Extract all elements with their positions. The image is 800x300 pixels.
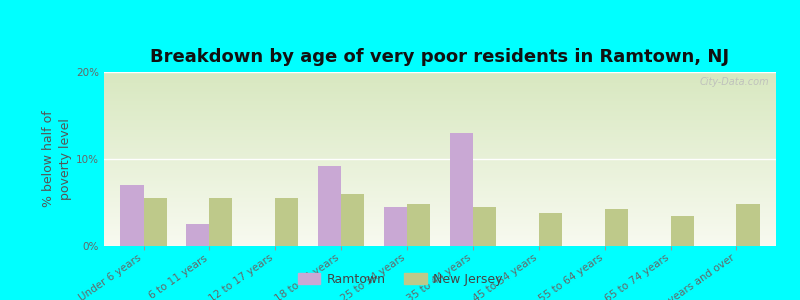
Bar: [341, 194, 364, 246]
Bar: [210, 198, 233, 246]
Bar: [143, 198, 166, 246]
Text: City-Data.com: City-Data.com: [700, 77, 770, 87]
Bar: [737, 204, 759, 246]
Bar: [384, 207, 407, 246]
Bar: [670, 215, 694, 246]
Bar: [407, 204, 430, 246]
Bar: [318, 166, 341, 246]
Bar: [473, 207, 496, 246]
Y-axis label: % below half of
poverty level: % below half of poverty level: [42, 111, 72, 207]
Bar: [450, 133, 473, 246]
Bar: [121, 185, 143, 246]
Legend: Ramtown, New Jersey: Ramtown, New Jersey: [293, 268, 507, 291]
Bar: [539, 213, 562, 246]
Bar: [186, 224, 210, 246]
Bar: [605, 209, 628, 246]
Title: Breakdown by age of very poor residents in Ramtown, NJ: Breakdown by age of very poor residents …: [150, 48, 730, 66]
Bar: [275, 198, 298, 246]
